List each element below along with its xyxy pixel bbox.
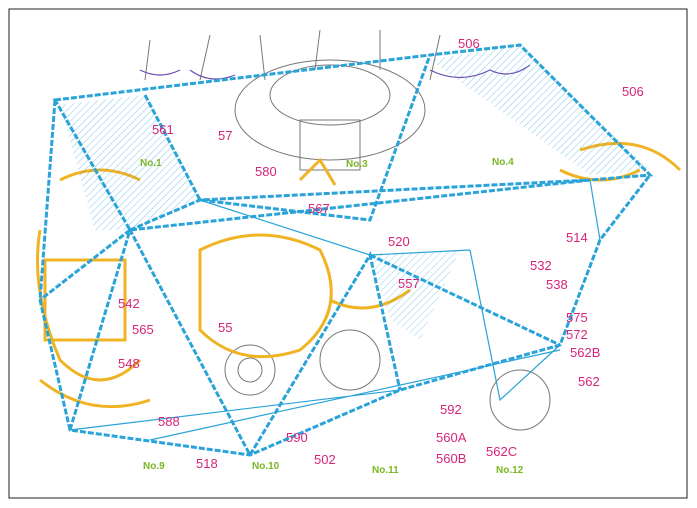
reference-label: 557 (398, 276, 420, 291)
reference-label: 506 (622, 84, 644, 99)
unit-label: No.3 (346, 159, 368, 170)
reference-label: 518 (196, 456, 218, 471)
reference-label: 514 (566, 230, 588, 245)
unit-label: No.10 (252, 461, 280, 472)
hatched-panels (60, 45, 650, 340)
reference-label: 560A (436, 430, 467, 445)
unit-label: No.11 (372, 465, 399, 476)
reference-label: 532 (530, 258, 552, 273)
reference-label: 561 (152, 122, 174, 137)
unit-label: No.9 (143, 461, 165, 472)
reference-label: 562C (486, 444, 517, 459)
reference-label: 560B (436, 451, 466, 466)
reference-label: 592 (440, 402, 462, 417)
reference-label: 548 (118, 356, 140, 371)
reference-label: 567 (308, 201, 330, 216)
reference-label: 562B (570, 345, 600, 360)
labels: 506 506 561 57 580 567 520 514 532 538 557 542 565 55… (118, 36, 644, 476)
reference-label: 580 (255, 164, 277, 179)
reference-label: 542 (118, 296, 140, 311)
reference-label: 562 (578, 374, 600, 389)
machinery-sketch (139, 29, 551, 431)
reference-label: 502 (314, 452, 336, 467)
reference-label: 575 (566, 310, 588, 325)
reference-label: 590 (286, 430, 308, 445)
wireframe (38, 43, 654, 459)
reference-label: 565 (132, 322, 154, 337)
yellow-units (36, 141, 682, 409)
reference-label: 572 (566, 327, 588, 342)
unit-label: No.1 (140, 158, 162, 169)
reference-label: 538 (546, 277, 568, 292)
unit-label: No.4 (492, 157, 514, 168)
unit-label: No.12 (496, 465, 524, 476)
reference-label: 520 (388, 234, 410, 249)
reference-label: 57 (218, 128, 232, 143)
reference-label: 506 (458, 36, 480, 51)
reference-label: 588 (158, 414, 180, 429)
reference-label: 55 (218, 320, 232, 335)
